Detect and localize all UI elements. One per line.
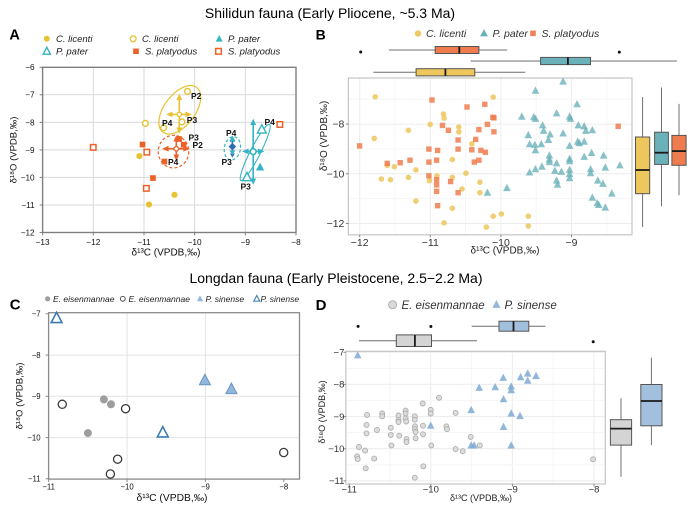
svg-text:−9: −9 <box>201 483 210 492</box>
svg-text:P4: P4 <box>226 128 237 138</box>
svg-text:−8: −8 <box>32 351 41 360</box>
svg-text:P4: P4 <box>162 118 173 128</box>
svg-text:E. eisenmannae: E. eisenmannae <box>53 294 115 304</box>
svg-text:−7: −7 <box>32 310 41 319</box>
svg-text:−9: −9 <box>566 237 578 249</box>
svg-text:−9: −9 <box>32 392 41 401</box>
svg-text:−11: −11 <box>42 483 55 492</box>
svg-text:P3: P3 <box>222 157 233 167</box>
svg-text:A: A <box>9 28 20 44</box>
svg-text:E. eisenmannae: E. eisenmannae <box>129 294 191 304</box>
svg-text:δ¹⁸O (VPDB,‰): δ¹⁸O (VPDB,‰) <box>14 363 25 430</box>
svg-text:C. licenti: C. licenti <box>426 28 467 40</box>
svg-text:−8: −8 <box>589 485 600 496</box>
svg-text:−11: −11 <box>341 485 356 496</box>
svg-text:−12: −12 <box>21 228 35 237</box>
svg-text:P2: P2 <box>193 140 204 150</box>
svg-text:δ¹³C (VPDB,‰): δ¹³C (VPDB,‰) <box>137 493 208 504</box>
svg-text:−12: −12 <box>351 237 369 249</box>
svg-text:−10: −10 <box>492 237 510 249</box>
svg-text:P. sinense: P. sinense <box>261 294 300 304</box>
svg-text:P. pater: P. pater <box>228 34 261 45</box>
svg-text:P4: P4 <box>265 117 276 127</box>
svg-text:−6: −6 <box>25 63 35 72</box>
svg-text:δ¹⁸O (VPDB,‰): δ¹⁸O (VPDB,‰) <box>317 380 327 443</box>
svg-text:P. pater: P. pater <box>56 47 89 58</box>
svg-text:δ¹³C (VPDB,‰): δ¹³C (VPDB,‰) <box>471 246 540 257</box>
svg-text:C: C <box>10 297 21 314</box>
svg-text:δ¹⁸O (VPDB,‰): δ¹⁸O (VPDB,‰) <box>319 101 330 171</box>
svg-text:−11: −11 <box>28 475 41 484</box>
svg-text:−11: −11 <box>21 201 35 210</box>
svg-text:−8: −8 <box>25 118 35 127</box>
svg-text:S. platyodus: S. platyodus <box>145 47 198 58</box>
svg-text:−13: −13 <box>36 237 50 247</box>
svg-text:−7: −7 <box>25 91 35 100</box>
svg-text:−8: −8 <box>291 237 301 247</box>
svg-text:−10: −10 <box>328 444 344 455</box>
svg-text:P3: P3 <box>241 181 252 191</box>
svg-text:P4: P4 <box>168 157 179 167</box>
svg-text:Shilidun fauna (Early Pliocene: Shilidun fauna (Early Pliocene, ~5.3 Ma) <box>205 5 455 21</box>
svg-text:P3: P3 <box>189 133 200 143</box>
svg-text:−8: −8 <box>279 483 288 492</box>
svg-text:B: B <box>316 26 326 42</box>
svg-text:−10: −10 <box>327 168 345 180</box>
svg-text:−9: −9 <box>25 146 35 155</box>
svg-text:S. platyodus: S. platyodus <box>542 28 601 40</box>
svg-text:−8: −8 <box>332 119 344 131</box>
svg-text:−12: −12 <box>327 218 345 230</box>
svg-text:−11: −11 <box>422 237 439 249</box>
svg-text:−9: −9 <box>334 412 345 423</box>
svg-text:−11: −11 <box>329 476 344 487</box>
svg-text:P. sinense: P. sinense <box>206 294 245 304</box>
svg-text:P3: P3 <box>187 115 198 125</box>
svg-text:D: D <box>316 297 327 314</box>
svg-text:Longdan fauna (Early Pleistoce: Longdan fauna (Early Pleistocene, 2.5−2.… <box>189 270 482 286</box>
svg-text:−10: −10 <box>120 483 134 492</box>
svg-text:C. licenti: C. licenti <box>56 34 93 45</box>
svg-text:−12: −12 <box>86 237 100 247</box>
svg-text:δ¹³C (VPDB,‰): δ¹³C (VPDB,‰) <box>450 493 512 503</box>
svg-text:P. pater: P. pater <box>493 28 529 40</box>
svg-text:S. platyodus: S. platyodus <box>228 47 281 58</box>
svg-text:−8: −8 <box>334 380 345 391</box>
svg-text:−9: −9 <box>241 237 251 247</box>
svg-text:δ¹⁸O (VPDB,‰): δ¹⁸O (VPDB,‰) <box>9 117 20 184</box>
svg-text:−10: −10 <box>27 433 41 442</box>
svg-text:−7: −7 <box>334 348 345 359</box>
svg-text:E. eisenmannae: E. eisenmannae <box>402 300 485 312</box>
svg-text:−10: −10 <box>21 173 35 182</box>
svg-text:P. sinense: P. sinense <box>505 300 557 312</box>
svg-text:−10: −10 <box>423 485 439 496</box>
svg-text:−9: −9 <box>507 485 518 496</box>
svg-text:P2: P2 <box>191 91 202 101</box>
svg-text:C. licenti: C. licenti <box>142 34 179 45</box>
svg-text:−10: −10 <box>188 237 202 247</box>
svg-text:−11: −11 <box>137 237 151 247</box>
svg-text:δ¹³C (VPDB,‰): δ¹³C (VPDB,‰) <box>132 248 201 259</box>
